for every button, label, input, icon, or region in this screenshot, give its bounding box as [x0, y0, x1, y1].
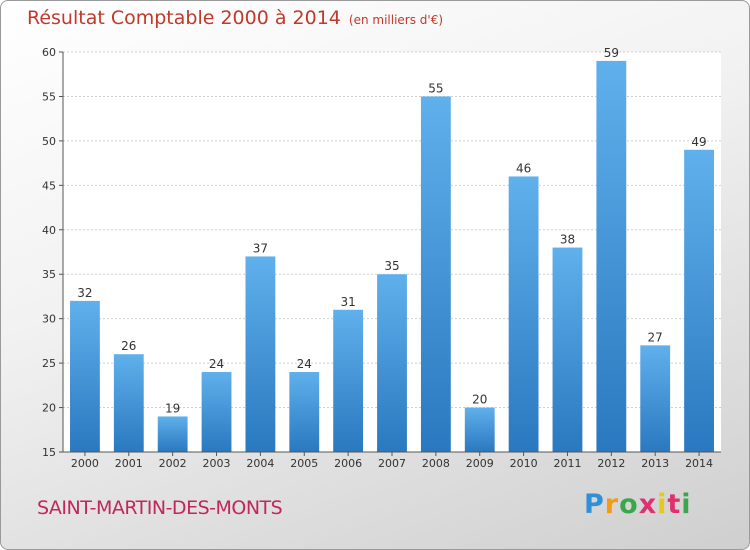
data-label: 35	[384, 259, 399, 273]
chart-title: Résultat Comptable 2000 à 2014	[27, 7, 341, 29]
x-tick-label: 2011	[553, 457, 581, 470]
x-tick-label: 2008	[422, 457, 450, 470]
y-tick-label: 25	[42, 357, 56, 370]
data-label: 49	[691, 135, 706, 149]
data-label: 24	[297, 357, 312, 371]
x-tick-label: 2007	[378, 457, 406, 470]
chart-subtitle: (en milliers d'€)	[348, 13, 444, 27]
y-tick-label: 35	[42, 268, 56, 281]
bar	[245, 256, 276, 452]
bar	[113, 354, 144, 452]
data-label: 32	[77, 286, 92, 300]
logo-letter: P	[584, 489, 605, 520]
data-label: 46	[516, 161, 531, 175]
y-tick-label: 60	[42, 46, 56, 59]
x-tick-label: 2014	[685, 457, 713, 470]
bar	[420, 96, 451, 452]
x-tick-label: 2000	[71, 457, 99, 470]
logo-letter: o	[619, 489, 639, 520]
y-tick-label: 50	[42, 135, 56, 148]
data-label: 24	[209, 357, 224, 371]
data-label: 55	[428, 81, 443, 95]
data-label: 20	[472, 393, 487, 407]
bar	[552, 247, 583, 452]
data-label: 59	[604, 46, 619, 60]
y-tick-label: 45	[42, 179, 56, 192]
bar	[289, 372, 320, 452]
data-label: 26	[121, 339, 136, 353]
data-label: 37	[253, 241, 268, 255]
x-tick-label: 2009	[466, 457, 494, 470]
y-tick-label: 40	[42, 224, 56, 237]
bar	[377, 274, 407, 452]
y-tick-label: 55	[42, 90, 56, 103]
bar	[464, 407, 495, 452]
x-tick-label: 2005	[290, 457, 318, 470]
chart-title-block: Résultat Comptable 2000 à 2014 (en millie…	[27, 7, 443, 29]
x-tick-label: 2003	[203, 457, 231, 470]
bar	[508, 176, 539, 452]
y-tick-label: 20	[42, 402, 56, 415]
x-tick-label: 2010	[510, 457, 538, 470]
bar	[640, 345, 671, 452]
bar	[333, 309, 364, 452]
bar	[157, 416, 188, 452]
logo-letter: i	[681, 489, 692, 520]
logo-letter: r	[604, 489, 620, 520]
bar	[201, 372, 232, 452]
logo-letter: x	[638, 489, 658, 520]
x-tick-label: 2004	[246, 457, 274, 470]
x-tick-label: 2002	[159, 457, 187, 470]
logo-letter: t	[667, 489, 682, 520]
bar	[596, 60, 627, 453]
proxiti-logo: Proxiti	[584, 489, 692, 520]
bar	[70, 300, 100, 452]
y-tick-label: 30	[42, 313, 56, 326]
y-tick-label: 15	[42, 446, 56, 459]
x-tick-label: 2001	[115, 457, 143, 470]
logo-letter: i	[657, 489, 668, 520]
x-tick-label: 2006	[334, 457, 362, 470]
x-tick-label: 2013	[641, 457, 669, 470]
bar	[684, 149, 714, 452]
data-label: 38	[560, 233, 575, 247]
data-label: 27	[648, 330, 663, 344]
data-label: 31	[340, 295, 355, 309]
data-label: 19	[165, 401, 180, 415]
commune-name: SAINT-MARTIN-DES-MONTS	[37, 497, 283, 519]
x-tick-label: 2012	[597, 457, 625, 470]
